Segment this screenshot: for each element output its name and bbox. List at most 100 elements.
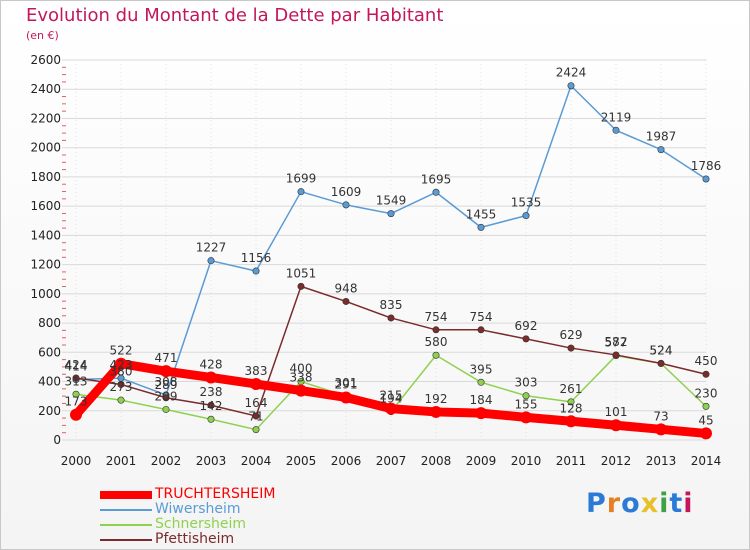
data-point (387, 314, 395, 322)
data-label: 142 (200, 399, 223, 413)
x-tick-label: 2005 (286, 454, 317, 468)
data-point (477, 223, 485, 231)
logo-letter: i (659, 488, 670, 519)
data-point (117, 396, 125, 404)
data-label: 192 (425, 392, 448, 406)
data-label: 71 (248, 410, 263, 424)
data-point (72, 390, 80, 398)
data-point (252, 426, 260, 434)
legend-swatch (100, 539, 152, 541)
x-tick-label: 2009 (466, 454, 497, 468)
data-label: 215 (380, 389, 403, 403)
logo-letter: o (621, 488, 641, 519)
data-point (162, 394, 170, 402)
data-label: 209 (155, 389, 178, 403)
data-label: 194 (380, 392, 403, 406)
data-label: 471 (155, 351, 178, 365)
proxiti-logo: Proxiti (586, 488, 694, 519)
x-tick-label: 2007 (376, 454, 407, 468)
data-label: 1609 (331, 185, 362, 199)
data-point (565, 415, 577, 428)
data-label: 2119 (601, 110, 632, 124)
data-label: 1227 (196, 241, 227, 255)
legend-item: Pfettisheim (100, 531, 350, 547)
y-tick-label: 1400 (30, 228, 61, 242)
x-tick-label: 2013 (646, 454, 677, 468)
data-point (295, 384, 307, 397)
data-label: 524 (650, 343, 673, 357)
data-point (432, 351, 440, 359)
legend: TRUCHTERSHEIM Wiwersheim Schnersheim Pfe… (100, 486, 350, 547)
data-label: 1987 (646, 130, 677, 144)
series-wiwersheim (72, 82, 710, 399)
data-label: 261 (560, 382, 583, 396)
data-label: 1695 (421, 172, 452, 186)
y-tick-label: 1200 (30, 258, 61, 272)
data-label: 1051 (286, 266, 317, 280)
data-point (612, 351, 620, 359)
data-label: 395 (470, 362, 493, 376)
data-label: 184 (470, 393, 493, 407)
x-tick-label: 2000 (61, 454, 92, 468)
logo-letter: r (606, 488, 622, 519)
data-point (342, 297, 350, 305)
data-label: 383 (245, 364, 268, 378)
data-point (342, 201, 350, 209)
data-label: 629 (560, 328, 583, 342)
data-point (297, 282, 305, 290)
y-tick-label: 400 (38, 375, 61, 389)
data-label: 230 (695, 386, 718, 400)
data-label: 1535 (511, 196, 542, 210)
data-point (475, 407, 487, 420)
data-label: 522 (110, 344, 133, 358)
chart-subtitle: (en €) (26, 29, 59, 42)
data-point (115, 357, 127, 370)
data-label: 289 (155, 378, 178, 392)
data-label: 155 (515, 397, 538, 411)
series-pfettisheim (72, 282, 710, 420)
data-label: 580 (425, 335, 448, 349)
data-point (70, 408, 82, 421)
legend-swatch (100, 524, 152, 526)
data-label: 45 (698, 413, 713, 427)
legend-swatch (100, 509, 152, 511)
data-point (702, 402, 710, 410)
x-tick-label: 2002 (151, 454, 182, 468)
data-label: 173 (65, 395, 88, 409)
x-tick-label: 2004 (241, 454, 272, 468)
data-point (387, 210, 395, 218)
data-point (700, 427, 712, 440)
data-label: 291 (335, 377, 358, 391)
x-tick-label: 2012 (601, 454, 632, 468)
data-label: 835 (380, 298, 403, 312)
data-label: 338 (290, 371, 313, 385)
data-label: 301 (335, 376, 358, 390)
data-point (252, 267, 260, 275)
data-label: 2424 (556, 66, 587, 80)
y-tick-label: 1000 (30, 287, 61, 301)
data-label: 1786 (691, 159, 722, 173)
legend-label: Wiwersheim (155, 501, 241, 517)
data-label: 400 (290, 362, 313, 376)
data-label: 582 (605, 335, 628, 349)
y-tick-label: 2000 (30, 141, 61, 155)
data-label: 948 (335, 281, 358, 295)
data-point (522, 392, 530, 400)
data-label: 273 (110, 380, 133, 394)
data-label: 164 (245, 396, 268, 410)
y-tick-label: 2400 (30, 82, 61, 96)
data-point (430, 405, 442, 418)
data-point (250, 378, 262, 391)
data-point (477, 378, 485, 386)
logo-letter: t (669, 488, 684, 519)
data-label: 1699 (286, 172, 317, 186)
data-label: 428 (200, 357, 223, 371)
y-tick-label: 0 (53, 433, 61, 447)
series-truchtersheim (70, 357, 712, 440)
legend-item: Wiwersheim (100, 501, 350, 517)
data-point (385, 402, 397, 415)
data-point (207, 415, 215, 423)
data-point (297, 188, 305, 196)
data-point (702, 175, 710, 183)
